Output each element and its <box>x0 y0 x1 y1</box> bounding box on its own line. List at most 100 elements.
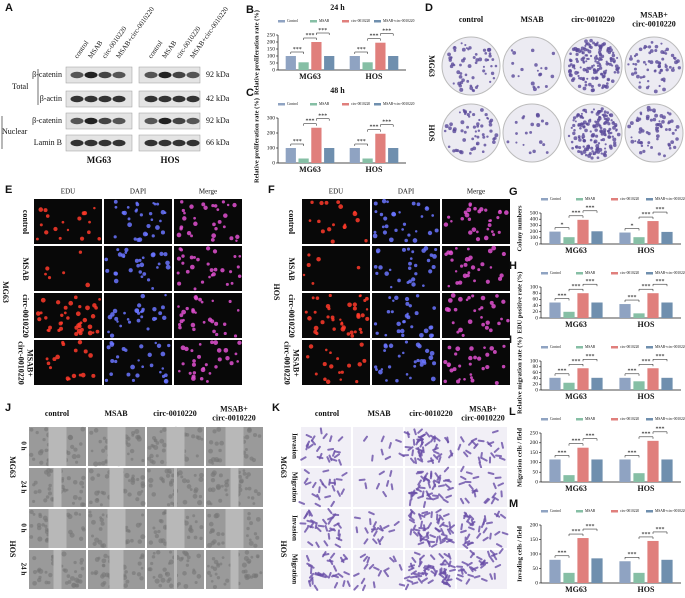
cell <box>391 212 397 217</box>
cell <box>468 514 475 521</box>
cell <box>194 296 199 301</box>
column-label: MSAB+ circ-0010220 <box>212 404 255 422</box>
cell <box>176 256 181 261</box>
cell <box>411 449 415 457</box>
colony <box>477 129 481 133</box>
colony <box>520 67 524 72</box>
cell <box>79 489 84 494</box>
cell <box>497 321 501 326</box>
cell <box>94 490 100 496</box>
bar <box>388 56 399 70</box>
colony <box>581 116 585 120</box>
cell <box>220 268 225 273</box>
cell <box>463 540 471 545</box>
cell <box>83 349 88 354</box>
cell <box>374 210 378 214</box>
cell <box>387 365 392 369</box>
y-tick-label: 50 <box>533 566 539 572</box>
cell <box>32 569 38 575</box>
cell <box>469 346 474 351</box>
cell <box>487 223 492 227</box>
cell <box>417 435 424 441</box>
cell <box>97 461 102 466</box>
cell <box>192 327 196 332</box>
x-tick-label: MG63 <box>565 484 587 493</box>
cell <box>74 511 79 516</box>
cell <box>91 373 96 378</box>
cell <box>47 491 53 496</box>
bracket <box>1 69 39 149</box>
cell <box>88 220 91 224</box>
cell <box>35 237 39 241</box>
colony <box>589 54 593 58</box>
cell <box>423 566 430 571</box>
colony <box>647 141 651 145</box>
cell <box>192 371 197 375</box>
column-label: circ-0010220 <box>409 409 452 418</box>
cell <box>148 483 153 488</box>
colony <box>667 142 671 146</box>
cell <box>140 275 144 279</box>
cell <box>243 555 249 562</box>
bar <box>298 158 309 163</box>
cell <box>152 201 155 205</box>
colony <box>586 77 589 80</box>
cell <box>109 333 115 338</box>
colony <box>492 76 496 80</box>
colony <box>670 140 675 144</box>
cell <box>215 483 221 490</box>
cell <box>468 526 475 531</box>
significance-label: *** <box>572 439 581 445</box>
colony <box>598 52 603 57</box>
cell <box>44 524 48 528</box>
cell <box>404 583 410 591</box>
cell <box>466 533 471 540</box>
micrograph <box>104 293 172 338</box>
cell <box>78 250 83 254</box>
cell <box>441 523 449 528</box>
cell <box>196 574 202 579</box>
legend-label: MSAB <box>319 19 330 23</box>
cell <box>432 496 439 501</box>
cell <box>392 299 395 303</box>
cell <box>420 520 423 528</box>
cell <box>80 566 85 571</box>
cell <box>427 540 431 548</box>
cell <box>87 324 93 330</box>
colony <box>472 112 476 117</box>
cell <box>162 315 167 321</box>
cell <box>466 516 471 523</box>
cell <box>434 436 441 442</box>
y-tick-label: 200 <box>530 229 539 235</box>
cell <box>48 325 52 330</box>
row-label: Invasion <box>290 515 298 541</box>
cell <box>179 319 184 324</box>
cell <box>446 307 451 313</box>
colony <box>607 50 612 55</box>
channel-label: DAPI <box>398 188 415 196</box>
cell <box>388 343 394 348</box>
cell <box>402 351 405 355</box>
colony <box>570 78 575 83</box>
cell <box>148 211 153 216</box>
cell <box>156 550 161 555</box>
cell <box>141 513 144 517</box>
cell <box>436 474 442 481</box>
cell <box>381 198 387 204</box>
colony <box>472 125 477 129</box>
cell <box>492 350 497 354</box>
cell <box>153 444 159 451</box>
cell <box>179 313 184 318</box>
cell <box>66 228 70 232</box>
cell <box>189 488 193 492</box>
colony <box>577 74 580 78</box>
cell <box>44 448 49 453</box>
cell <box>253 532 258 536</box>
cell <box>466 207 472 213</box>
cell <box>244 550 250 555</box>
cell <box>427 481 432 489</box>
cell <box>197 354 202 359</box>
blot-band <box>144 139 158 147</box>
colony <box>464 73 468 77</box>
cell <box>200 437 204 441</box>
